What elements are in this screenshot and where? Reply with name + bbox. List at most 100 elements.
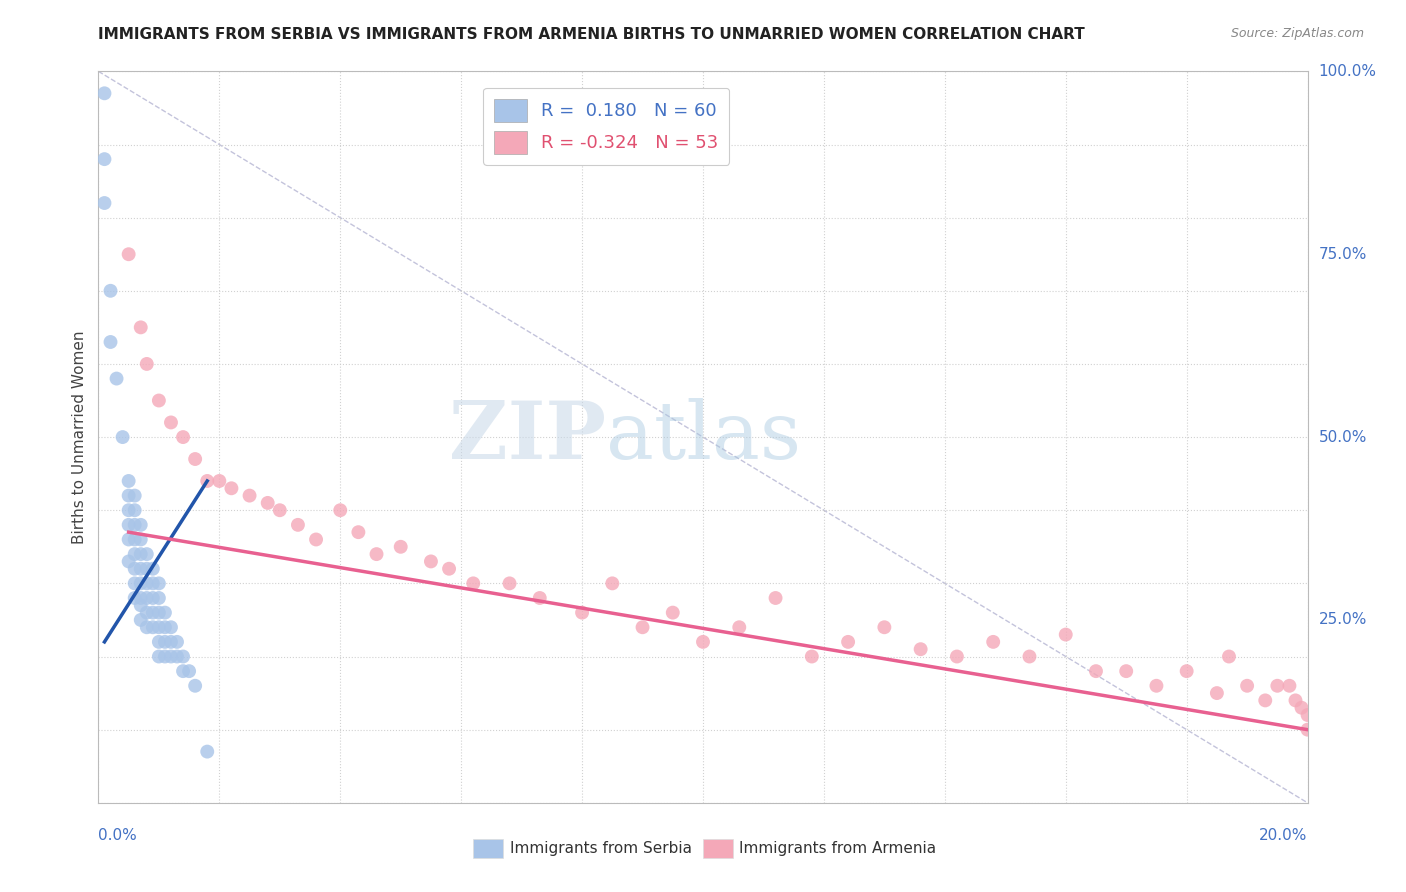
Point (118, 503, 141, 517)
Point (498, 576, 520, 591)
Point (160, 649, 183, 664)
Point (153, 649, 176, 664)
Point (463, 576, 485, 591)
Point (129, 576, 152, 591)
Point (129, 591, 152, 605)
Point (1254, 693, 1277, 707)
Point (389, 540, 412, 554)
Point (166, 635, 188, 649)
Text: 50.0%: 50.0% (1319, 430, 1367, 444)
Text: 0.0%: 0.0% (98, 828, 138, 843)
Point (946, 649, 969, 664)
Point (981, 635, 1004, 649)
Point (256, 496, 278, 510)
Point (692, 635, 714, 649)
Point (135, 591, 157, 605)
Point (1054, 627, 1077, 641)
Point (135, 606, 157, 620)
Point (1085, 664, 1108, 678)
Point (148, 606, 170, 620)
Point (1018, 649, 1040, 664)
Point (160, 416, 183, 430)
Point (142, 576, 165, 591)
Point (208, 474, 231, 488)
Point (148, 591, 170, 605)
Point (529, 591, 551, 605)
Point (1115, 664, 1137, 678)
Point (93, 152, 115, 166)
Text: 75.0%: 75.0% (1319, 247, 1367, 261)
Point (571, 606, 593, 620)
Point (305, 533, 328, 547)
Point (160, 620, 183, 634)
Point (172, 430, 194, 444)
Point (111, 430, 134, 444)
Point (118, 554, 141, 568)
Point (910, 642, 932, 657)
Point (765, 591, 787, 605)
Point (153, 635, 176, 649)
Point (148, 649, 170, 664)
Point (100, 334, 122, 349)
Point (142, 606, 165, 620)
Point (124, 562, 146, 576)
Point (93, 196, 115, 211)
Point (118, 533, 141, 547)
Point (269, 503, 291, 517)
Point (129, 533, 152, 547)
Point (124, 503, 146, 517)
Y-axis label: Births to Unmarried Women: Births to Unmarried Women (72, 330, 87, 544)
Point (1265, 679, 1288, 693)
Text: ZIP: ZIP (450, 398, 606, 476)
Text: Immigrants from Armenia: Immigrants from Armenia (740, 840, 936, 855)
Point (124, 533, 146, 547)
Text: 100.0%: 100.0% (1319, 64, 1376, 78)
Point (129, 517, 152, 532)
Point (93, 87, 115, 101)
Point (135, 357, 157, 371)
Text: Source: ZipAtlas.com: Source: ZipAtlas.com (1230, 27, 1364, 40)
Point (172, 664, 194, 678)
Point (1175, 664, 1198, 678)
Point (124, 547, 146, 561)
Point (142, 620, 165, 634)
Point (195, 745, 218, 759)
Point (118, 489, 141, 503)
Point (1296, 723, 1319, 737)
Point (100, 284, 122, 298)
Point (172, 649, 194, 664)
Point (148, 635, 170, 649)
Point (1236, 679, 1258, 693)
Point (419, 554, 441, 568)
Point (129, 547, 152, 561)
Point (124, 576, 146, 591)
Point (366, 547, 388, 561)
Point (329, 503, 352, 517)
Point (105, 371, 128, 385)
Point (142, 562, 165, 576)
Point (661, 606, 683, 620)
Point (118, 247, 141, 261)
Point (1296, 708, 1319, 723)
Point (287, 517, 309, 532)
Point (148, 393, 170, 408)
Point (129, 562, 152, 576)
Point (184, 679, 207, 693)
Point (135, 620, 157, 634)
Point (1218, 649, 1240, 664)
Point (837, 635, 859, 649)
Point (129, 613, 152, 627)
Point (800, 649, 823, 664)
Point (124, 489, 146, 503)
Point (129, 320, 152, 334)
Point (124, 517, 146, 532)
Point (195, 474, 218, 488)
FancyBboxPatch shape (703, 839, 734, 858)
Point (239, 489, 262, 503)
Point (129, 599, 152, 613)
Point (1206, 686, 1229, 700)
Point (437, 562, 460, 576)
Point (1284, 693, 1306, 707)
Point (148, 620, 170, 634)
Point (153, 620, 176, 634)
